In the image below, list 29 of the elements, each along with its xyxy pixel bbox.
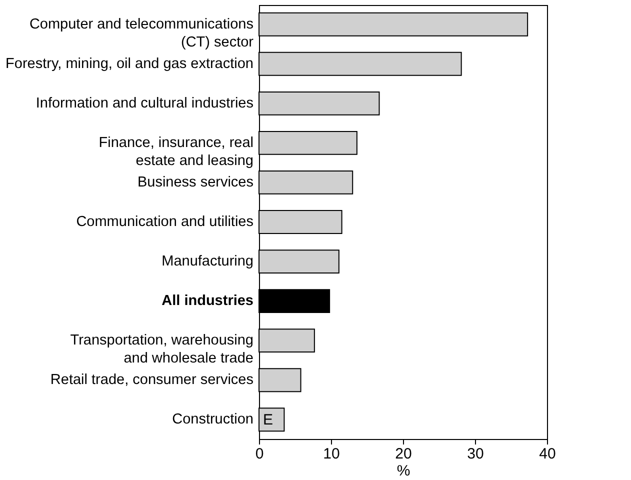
x-tick-label: 30 (467, 446, 484, 462)
y-tick-label: Retail trade, consumer services (50, 372, 254, 388)
y-tick-label: Communication and utilities (76, 214, 254, 230)
y-tick-label: Finance, insurance, real estate and leasing (98, 134, 254, 169)
data-label: E (263, 412, 274, 429)
x-tick-label: 10 (323, 446, 340, 462)
bar (258, 328, 315, 353)
bar (258, 210, 342, 234)
x-tick-label: 20 (395, 446, 412, 462)
y-tick-label: Computer and telecommunications (CT) sector (29, 16, 254, 50)
y-tick-label: Manufacturing (162, 254, 254, 270)
bar (258, 289, 330, 314)
x-tick-label: 0 (255, 446, 264, 462)
bar (258, 12, 528, 36)
x-tick-label: 40 (539, 446, 556, 462)
y-tick-label: Transportation, warehousing and wholesale trade (70, 332, 254, 367)
bar (258, 52, 462, 76)
bar (258, 170, 354, 194)
bar (258, 250, 340, 274)
bar (258, 368, 302, 392)
y-tick-label: Information and cultural industries (36, 95, 254, 112)
y-tick-label: Construction (172, 412, 254, 428)
y-tick-label: Business services (137, 174, 254, 190)
y-tick-label: Forestry, mining, oil and gas extraction (6, 56, 254, 72)
y-tick-label: All industries (162, 293, 254, 310)
bar (258, 130, 358, 155)
bar (258, 408, 285, 432)
x-axis-title: % (396, 462, 410, 480)
bar (258, 91, 380, 116)
